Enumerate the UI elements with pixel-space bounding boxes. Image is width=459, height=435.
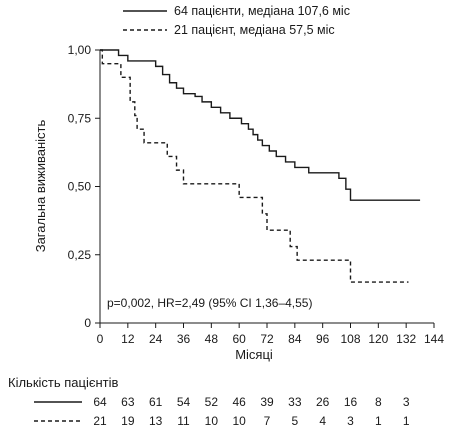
- x-ticks: 0 12 24 36 48 60 72 84 96 108 120 132 144: [97, 323, 444, 346]
- risk-count-solid: 54: [177, 395, 191, 409]
- risk-count-dashed: 7: [264, 414, 271, 428]
- risk-count-solid: 46: [232, 395, 246, 409]
- risk-count-solid: 39: [260, 395, 274, 409]
- y-axis-title: Загальна виживаність: [33, 119, 48, 252]
- legend-label-dashed: 21 пацієнт, медіана 57,5 міс: [174, 23, 335, 37]
- y-ticks: 0 0,25 0,50 0,75 1,00: [68, 43, 100, 330]
- risk-count-solid: 52: [205, 395, 219, 409]
- risk-count-dashed: 19: [121, 414, 135, 428]
- risk-count-dashed: 4: [319, 414, 326, 428]
- risk-count-solid: 8: [375, 395, 382, 409]
- risk-count-solid: 61: [149, 395, 163, 409]
- x-tick-label: 72: [260, 332, 274, 346]
- risk-count-dashed: 10: [205, 414, 219, 428]
- x-tick-label: 132: [396, 332, 416, 346]
- risk-table-title: Кількість пацієнтів: [8, 375, 118, 390]
- y-tick-label: 0,25: [68, 248, 92, 262]
- risk-count-dashed: 21: [93, 414, 107, 428]
- y-tick-label: 0,75: [68, 111, 92, 125]
- x-tick-label: 108: [340, 332, 360, 346]
- risk-count-dashed: 3: [347, 414, 354, 428]
- risk-count-solid: 63: [121, 395, 135, 409]
- risk-count-solid: 16: [344, 395, 358, 409]
- risk-count-dashed: 1: [375, 414, 382, 428]
- legend-label-solid: 64 пацієнти, медіана 107,6 міс: [174, 4, 350, 18]
- risk-table: Кількість пацієнтів 64 63 61 54 52 46 39 33 26 16…: [8, 375, 410, 428]
- y-tick-label: 0: [84, 316, 91, 330]
- survival-curve-solid: [100, 49, 421, 201]
- stat-annotation: p=0,002, HR=2,49 (95% CI 1,36–4,55): [107, 296, 312, 310]
- x-tick-label: 36: [177, 332, 191, 346]
- legend: 64 пацієнти, медіана 107,6 міс 21 пацієн…: [123, 4, 350, 37]
- x-tick-label: 12: [121, 332, 135, 346]
- x-tick-label: 96: [316, 332, 330, 346]
- x-tick-label: 84: [288, 332, 302, 346]
- survival-curves: [100, 49, 421, 283]
- x-tick-label: 24: [149, 332, 163, 346]
- risk-table-values: 64 63 61 54 52 46 39 33 26 16 8 321 19 13 11 10 10 7 5 4 3 1 1: [93, 395, 410, 428]
- survival-curve-dashed: [100, 49, 409, 283]
- x-tick-label: 48: [205, 332, 219, 346]
- risk-count-dashed: 11: [177, 414, 190, 428]
- risk-count-solid: 26: [316, 395, 330, 409]
- y-tick-label: 1,00: [68, 43, 92, 57]
- risk-count-dashed: 10: [232, 414, 246, 428]
- x-tick-label: 0: [97, 332, 104, 346]
- risk-count-solid: 33: [288, 395, 302, 409]
- y-tick-label: 0,50: [68, 180, 92, 194]
- risk-count-dashed: 1: [403, 414, 410, 428]
- risk-count-dashed: 5: [291, 414, 298, 428]
- risk-count-solid: 3: [403, 395, 410, 409]
- risk-count-dashed: 13: [149, 414, 163, 428]
- axes: 0 0,25 0,50 0,75 1,00 0 12 24 36 48 60 72 84 96 108 12…: [68, 43, 445, 346]
- x-tick-label: 60: [232, 332, 246, 346]
- risk-count-solid: 64: [93, 395, 107, 409]
- x-tick-label: 120: [368, 332, 388, 346]
- x-tick-label: 144: [424, 332, 444, 346]
- x-axis-title: Місяці: [235, 347, 273, 362]
